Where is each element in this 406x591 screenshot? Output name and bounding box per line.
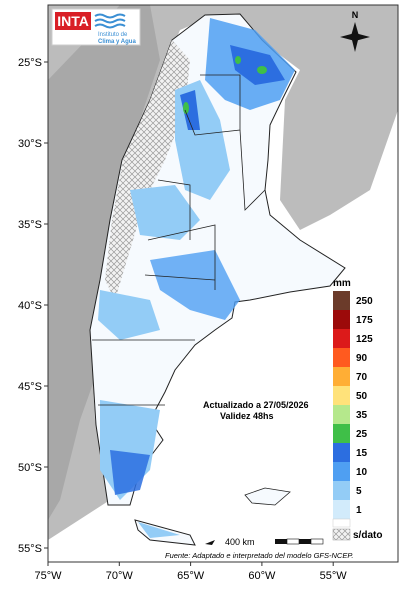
legend-swatch [333, 405, 350, 424]
legend-label: 10 [356, 467, 368, 478]
axes: 25°S 30°S 35°S 40°S 45°S 50°S 55°S 75°W 70°W 65°W… [18, 57, 347, 582]
lat-label: 55°S [18, 543, 42, 555]
legend-swatch [333, 348, 350, 367]
legend-swatch [333, 481, 350, 500]
legend-swatch [333, 310, 350, 329]
legend-nodata-swatch [332, 528, 351, 541]
no-data-area [105, 40, 190, 300]
legend-label: 35 [356, 410, 368, 421]
map-body [48, 5, 398, 562]
legend-label: 90 [356, 353, 368, 364]
legend-swatch [333, 367, 350, 386]
lat-label: 30°S [18, 138, 42, 150]
legend-label: 50 [356, 391, 368, 402]
source-text: Fuente: Adaptado e interpretado del mode… [165, 551, 353, 560]
lon-label: 60°W [248, 570, 276, 582]
legend-swatch [333, 443, 350, 462]
lat-label: 50°S [18, 462, 42, 474]
legend-swatch [333, 291, 350, 310]
neighbour-land [48, 5, 398, 540]
scale-label: 400 km [225, 537, 255, 547]
legend-label: 125 [356, 334, 373, 345]
legend-swatch [333, 386, 350, 405]
lon-label: 55°W [320, 570, 348, 582]
north-arrow: N [340, 10, 370, 52]
legend-swatch [333, 462, 350, 481]
lon-label: 65°W [177, 570, 205, 582]
logo-waves [94, 13, 126, 29]
lon-label: 70°W [106, 570, 134, 582]
legend-label: 15 [356, 448, 368, 459]
legend: mm 250 175 125 90 70 50 35 25 15 10 5 1 s/dato [332, 278, 382, 541]
province-borders [92, 74, 266, 406]
lat-label: 45°S [18, 381, 42, 393]
legend-swatch [333, 500, 350, 519]
legend-label: 175 [356, 315, 373, 326]
legend-swatch-empty [332, 518, 351, 528]
logo-brand: INTA [57, 13, 89, 29]
logo-text: Clima y Agua [98, 39, 136, 45]
update-text: Actualizado a 27/05/2026 [203, 400, 309, 410]
lat-label: 40°S [18, 300, 42, 312]
lon-label: 75°W [34, 570, 62, 582]
north-label: N [352, 10, 359, 20]
logo-mark [55, 12, 91, 30]
legend-swatch [333, 329, 350, 348]
validity-text: Validez 48hs [220, 411, 274, 421]
map-frame [47, 4, 399, 563]
lat-label: 35°S [18, 219, 42, 231]
legend-nodata-label: s/dato [353, 530, 382, 541]
legend-label: 70 [356, 372, 368, 383]
legend-swatch [333, 424, 350, 443]
legend-title: mm [333, 278, 351, 289]
legend-label: 5 [356, 486, 362, 497]
malvinas [244, 487, 291, 506]
lat-label: 25°S [18, 57, 42, 69]
legend-label: 250 [356, 296, 373, 307]
logo-text: Instituto de [98, 32, 128, 38]
legend-label: 25 [356, 429, 368, 440]
precipitation [98, 18, 295, 538]
legend-label: 1 [356, 505, 362, 516]
scale-bar: 400 km [205, 537, 324, 547]
